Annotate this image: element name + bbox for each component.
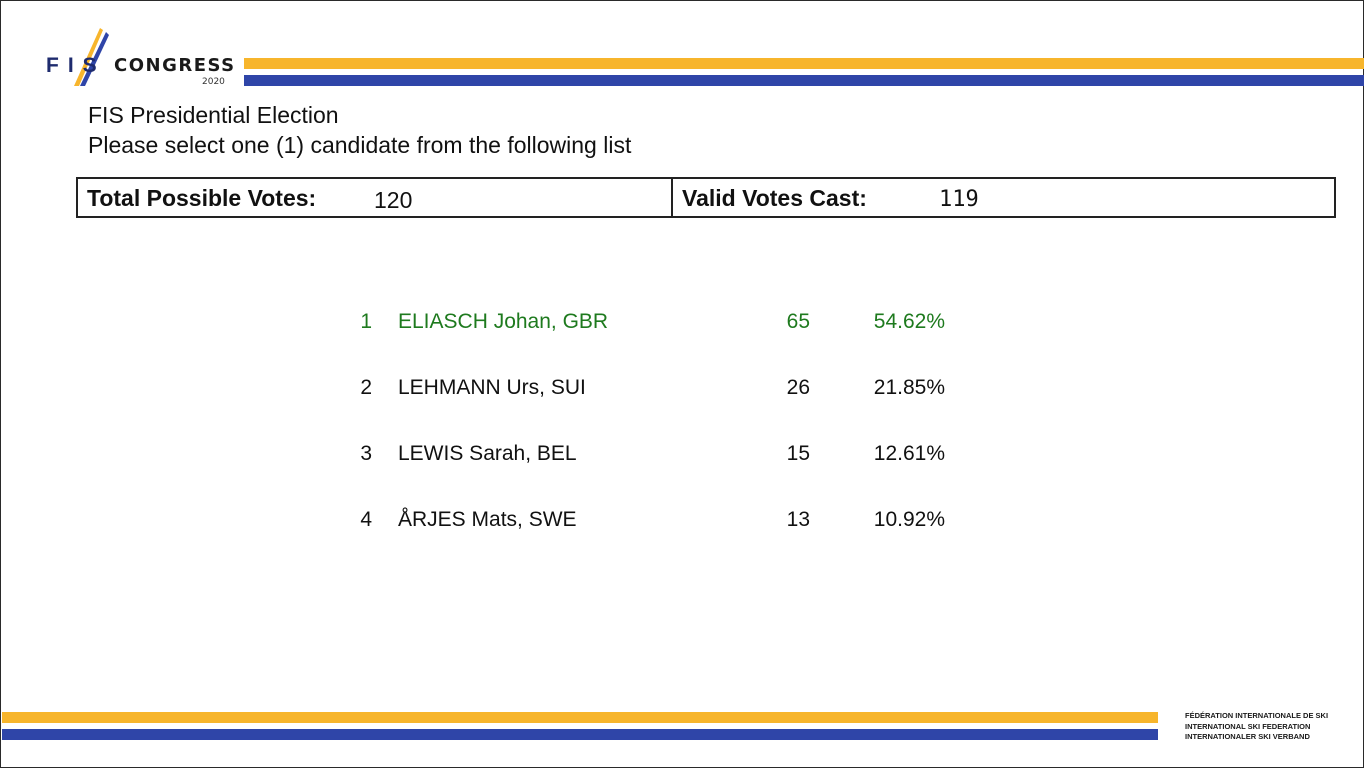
vote-percent: 54.62% xyxy=(873,310,945,333)
valid-votes-cast-cell: Valid Votes Cast: 119 xyxy=(673,179,1334,216)
total-possible-votes-label: Total Possible Votes: xyxy=(87,185,317,211)
results-list: 1 ELIASCH Johan, GBR 65 54.62% 2 LEHMANN… xyxy=(340,302,980,566)
logo-congress-text: CONGRESS xyxy=(114,55,236,76)
candidate-name: ÅRJES Mats, SWE xyxy=(398,508,577,531)
federation-name-english: INTERNATIONAL SKI FEDERATION xyxy=(1185,721,1311,731)
top-blue-stripe xyxy=(244,75,1364,86)
logo-fis-text: FIS xyxy=(46,54,106,77)
federation-name-block: FÉDÉRATION INTERNATIONALE DE SKI INTERNA… xyxy=(1185,711,1328,743)
candidate-name: LEHMANN Urs, SUI xyxy=(398,376,586,399)
candidate-name: ELIASCH Johan, GBR xyxy=(398,310,609,333)
top-yellow-stripe xyxy=(244,58,1364,69)
vote-count: 26 xyxy=(786,376,810,399)
fis-congress-logo: FIS CONGRESS 2020 xyxy=(44,26,234,90)
vote-count: 15 xyxy=(786,442,810,465)
election-instruction: Please select one (1) candidate from the… xyxy=(88,132,632,158)
total-possible-votes-value: 120 xyxy=(374,187,413,213)
result-row: 2 LEHMANN Urs, SUI 26 21.85% xyxy=(340,368,980,434)
result-rank: 3 xyxy=(360,442,372,465)
bottom-blue-stripe xyxy=(2,729,1158,740)
vote-percent: 10.92% xyxy=(873,508,945,531)
vote-percent: 12.61% xyxy=(873,442,945,465)
result-rank: 4 xyxy=(360,508,372,531)
candidate-name: LEWIS Sarah, BEL xyxy=(398,442,577,465)
valid-votes-cast-value: 119 xyxy=(939,187,979,212)
vote-count: 65 xyxy=(786,310,810,333)
result-rank: 1 xyxy=(360,310,372,333)
result-rank: 2 xyxy=(360,376,372,399)
ski-swoosh-icon xyxy=(74,28,109,86)
logo-year-text: 2020 xyxy=(202,77,225,87)
result-row: 4 ÅRJES Mats, SWE 13 10.92% xyxy=(340,500,980,566)
result-row: 1 ELIASCH Johan, GBR 65 54.62% xyxy=(340,302,980,368)
federation-name-german: INTERNATIONALER SKI VERBAND xyxy=(1185,732,1310,741)
result-row: 3 LEWIS Sarah, BEL 15 12.61% xyxy=(340,434,980,500)
bottom-yellow-stripe xyxy=(2,712,1158,723)
vote-count: 13 xyxy=(786,508,810,531)
votes-summary-box: Total Possible Votes: 120 Valid Votes Ca… xyxy=(76,177,1336,218)
vote-percent: 21.85% xyxy=(873,376,945,399)
total-possible-votes-cell: Total Possible Votes: 120 xyxy=(78,179,673,216)
valid-votes-cast-label: Valid Votes Cast: xyxy=(682,185,867,211)
election-title: FIS Presidential Election xyxy=(88,102,339,128)
federation-name-french: FÉDÉRATION INTERNATIONALE DE SKI xyxy=(1185,711,1329,720)
election-heading: FIS Presidential Election Please select … xyxy=(88,100,631,160)
